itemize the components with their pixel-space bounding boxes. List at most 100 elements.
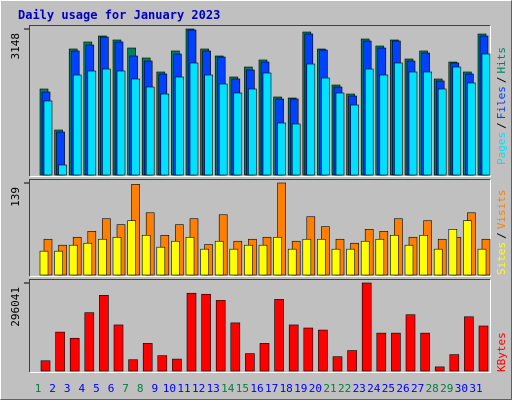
bar xyxy=(172,358,182,372)
bar xyxy=(259,343,270,372)
legend-item: Hits xyxy=(495,47,508,74)
bar xyxy=(433,248,443,276)
x-tick-label: 19 xyxy=(294,382,307,395)
bar xyxy=(185,236,195,276)
bar xyxy=(467,82,476,176)
y-tick-label: 296041 xyxy=(9,287,22,327)
bar xyxy=(350,104,359,176)
x-tick-label: 20 xyxy=(309,382,322,395)
bar xyxy=(156,246,166,276)
bar xyxy=(200,248,209,276)
bar xyxy=(288,324,299,372)
legend: Sites / Visits xyxy=(495,190,508,276)
bar xyxy=(273,236,282,276)
bar xyxy=(201,293,211,372)
x-tick-label: 5 xyxy=(93,382,100,395)
panel-shadow xyxy=(29,279,491,373)
bar xyxy=(419,234,428,276)
chart-title: Daily usage for January 2023 xyxy=(18,8,220,22)
bar xyxy=(405,314,416,372)
x-tick-label: 31 xyxy=(469,382,482,395)
bar xyxy=(157,355,168,372)
x-tick-label: 9 xyxy=(151,382,158,395)
bar xyxy=(83,242,93,276)
bar xyxy=(102,68,111,176)
bar xyxy=(463,220,472,276)
bar xyxy=(478,325,489,372)
bar xyxy=(452,66,462,176)
bar xyxy=(302,238,312,276)
legend-separator: / xyxy=(495,77,508,84)
bar xyxy=(39,250,49,276)
y-tick-label: 3148 xyxy=(9,33,22,60)
bar xyxy=(214,240,224,276)
x-tick-label: 18 xyxy=(280,382,293,395)
bar xyxy=(434,366,445,372)
bar xyxy=(335,92,345,176)
legend-item: Sites xyxy=(495,242,508,275)
bar xyxy=(98,238,107,276)
x-tick-label: 3 xyxy=(64,382,71,395)
bar xyxy=(99,294,109,372)
bar xyxy=(481,53,491,176)
bar xyxy=(145,86,155,176)
bar xyxy=(331,248,341,276)
x-tick-label: 26 xyxy=(396,382,409,395)
bar xyxy=(43,100,53,176)
bar xyxy=(68,244,78,276)
x-tick-label: 28 xyxy=(426,382,439,395)
bar xyxy=(391,332,401,372)
bar xyxy=(394,62,403,176)
bar xyxy=(346,248,355,276)
bar xyxy=(230,322,241,372)
bar xyxy=(116,70,126,176)
bar xyxy=(215,300,226,372)
bar xyxy=(248,88,257,176)
bar xyxy=(112,236,122,276)
bar xyxy=(408,71,418,176)
panel-shadow xyxy=(29,25,491,177)
bar xyxy=(171,240,180,276)
bar xyxy=(287,248,297,276)
bar xyxy=(360,240,370,276)
legend-separator: / xyxy=(495,122,508,129)
x-tick-label: 23 xyxy=(353,382,366,395)
bar xyxy=(347,350,357,372)
bar xyxy=(376,332,387,372)
x-tick-label: 6 xyxy=(108,382,115,395)
bar xyxy=(332,356,343,372)
bar xyxy=(420,332,430,372)
bar xyxy=(127,220,136,276)
bar xyxy=(258,244,268,276)
x-tick-label: 2 xyxy=(49,382,56,395)
bar xyxy=(87,70,97,176)
bar xyxy=(189,62,199,176)
y-tick-label: 139 xyxy=(9,187,22,207)
legend-item: Pages xyxy=(495,132,508,165)
bar xyxy=(141,234,151,276)
bar xyxy=(306,63,316,176)
x-tick-label: 29 xyxy=(440,382,453,395)
bar xyxy=(262,72,272,176)
x-tick-label: 13 xyxy=(207,382,220,395)
panel-shadow xyxy=(29,179,491,277)
x-tick-label: 11 xyxy=(177,382,190,395)
bar xyxy=(437,88,447,176)
x-tick-label: 10 xyxy=(163,382,176,395)
bar xyxy=(277,122,286,176)
legend-separator: / xyxy=(495,232,508,239)
x-tick-label: 21 xyxy=(323,382,336,395)
legend: KBytes xyxy=(495,332,508,372)
x-tick-label: 8 xyxy=(137,382,144,395)
x-tick-label: 7 xyxy=(122,382,129,395)
bar xyxy=(318,329,328,372)
bar xyxy=(245,353,255,372)
bar xyxy=(464,316,474,372)
bar xyxy=(113,324,124,372)
bar xyxy=(142,343,153,372)
bar xyxy=(390,234,399,276)
bar xyxy=(361,282,372,372)
x-tick-label: 15 xyxy=(236,382,249,395)
x-tick-label: 1 xyxy=(35,382,42,395)
x-tick-label: 30 xyxy=(455,382,468,395)
